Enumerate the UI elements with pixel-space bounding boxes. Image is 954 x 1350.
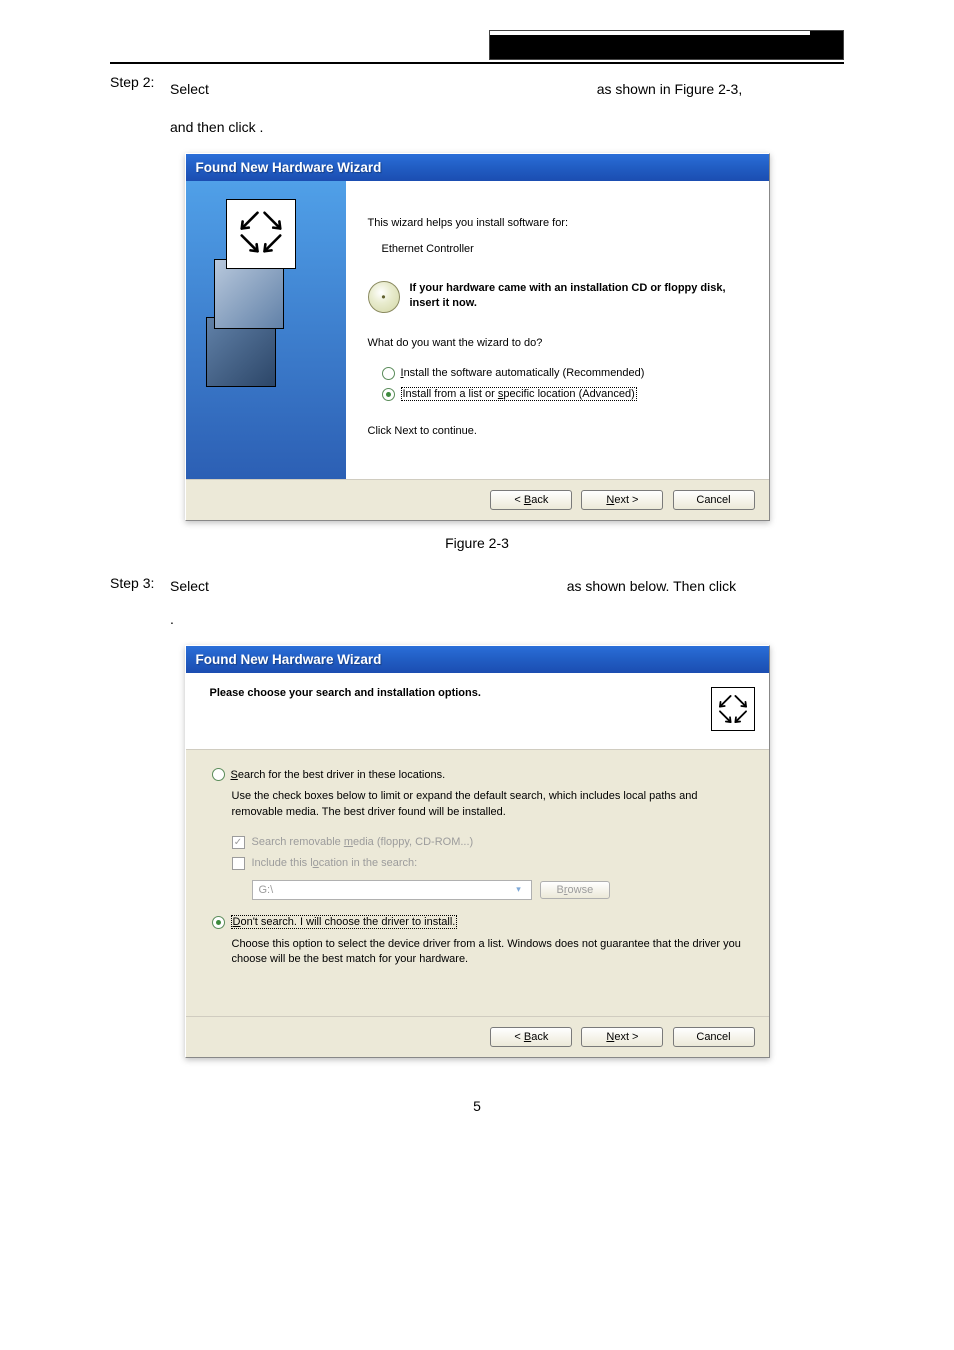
radio-auto-row[interactable]: Install the software automatically (Reco… — [368, 363, 739, 384]
check-removable-row: ✓ Search removable media (floppy, CD-ROM… — [232, 832, 743, 853]
step3-text2: . — [170, 605, 844, 633]
radio-search-desc: Use the check boxes below to limit or ex… — [232, 789, 743, 820]
radio-dont-row[interactable]: Don't search. I will choose the driver t… — [212, 914, 743, 931]
step2-row: Step 2: Select as shown in Figure 2-3, — [110, 74, 844, 105]
check-include — [232, 857, 245, 870]
check-removable: ✓ — [232, 836, 245, 849]
step3-text-prefix: Select — [170, 578, 209, 594]
install-icon — [233, 204, 289, 263]
step2-text-suffix: as shown in Figure 2-3, — [597, 81, 743, 97]
browse-button: Browse — [540, 881, 611, 899]
header-rule — [110, 62, 844, 64]
radio-search[interactable] — [212, 768, 225, 781]
chevron-down-icon: ▾ — [511, 882, 527, 898]
step3-label: Step 3: — [110, 575, 170, 591]
dialog2-button-row: < Back Next > Cancel — [186, 1016, 769, 1057]
radio-auto[interactable] — [382, 367, 395, 380]
cancel-button[interactable]: Cancel — [673, 490, 755, 510]
dialog2-header-text: Please choose your search and installati… — [210, 687, 481, 699]
next-button-2[interactable]: Next > — [581, 1027, 663, 1047]
back-button-2[interactable]: < Back — [490, 1027, 572, 1047]
radio-dont[interactable] — [212, 916, 225, 929]
dialog2-header-icon — [711, 687, 755, 731]
step2-text-prefix: Select — [170, 81, 209, 97]
back-button[interactable]: < Back — [490, 490, 572, 510]
radio-advanced[interactable] — [382, 388, 395, 401]
dialog1-button-row: < Back Next > Cancel — [186, 479, 769, 520]
page-number: 5 — [110, 1098, 844, 1114]
dialog1-device: Ethernet Controller — [382, 243, 739, 255]
cd-icon: • — [368, 281, 400, 313]
check-include-row: Include this location in the search: — [232, 853, 743, 874]
dialog1-titlebar: Found New Hardware Wizard — [186, 154, 769, 181]
step2-label: Step 2: — [110, 74, 170, 90]
wizard-dialog-2: Found New Hardware Wizard Please choose … — [185, 645, 770, 1058]
dialog1-continue: Click Next to continue. — [368, 425, 739, 437]
next-button[interactable]: Next > — [581, 490, 663, 510]
radio-search-row[interactable]: Search for the best driver in these loca… — [212, 766, 743, 783]
radio-auto-label: nstall the software automatically (Recom… — [404, 367, 645, 379]
step3-row: Step 3: Select as shown below. Then clic… — [110, 575, 844, 597]
dialog1-question: What do you want the wizard to do? — [368, 337, 739, 349]
step3-text-suffix: as shown below. Then click — [567, 578, 736, 594]
dialog1-intro: This wizard helps you install software f… — [368, 217, 739, 229]
radio-dont-desc: Choose this option to select the device … — [232, 937, 743, 968]
path-value: G:\ — [259, 884, 274, 896]
wizard-dialog-1: Found New Hardware Wizard — [185, 153, 770, 521]
header-black-box — [489, 30, 844, 60]
dialog1-side-graphic — [186, 181, 346, 479]
radio-advanced-row[interactable]: Install from a list or specific location… — [368, 384, 739, 405]
path-combo: G:\ ▾ — [252, 880, 532, 900]
dialog2-titlebar: Found New Hardware Wizard — [186, 646, 769, 673]
dialog1-cd-hint: If your hardware came with an installati… — [410, 281, 739, 311]
cancel-button-2[interactable]: Cancel — [673, 1027, 755, 1047]
step2-text2: and then click . — [170, 113, 844, 141]
figure-caption: Figure 2-3 — [110, 535, 844, 551]
